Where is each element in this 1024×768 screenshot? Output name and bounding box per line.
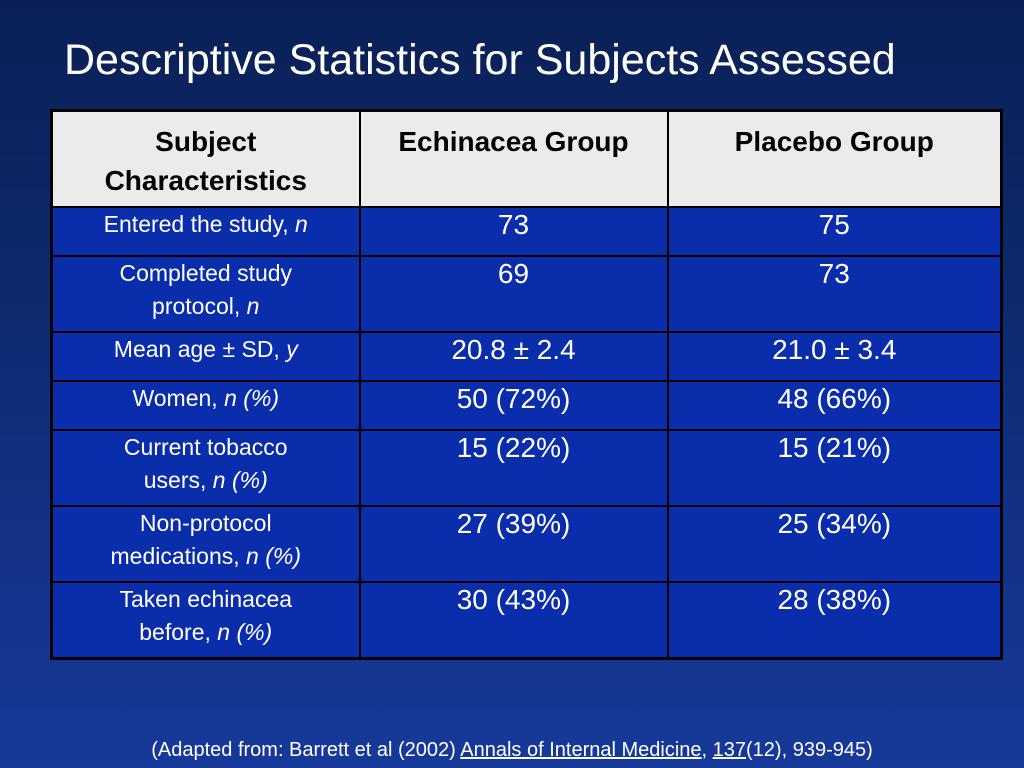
journal-link[interactable]: Annals of Internal Medicine [460,739,702,761]
row-unit: n [295,211,308,237]
table-row: Women, n (%) 50 (72%) 48 (66%) [50,380,1003,431]
column-header-characteristics: Subject Characteristics [50,109,361,208]
citation-prefix: (Adapted from: Barrett et al (2002) [151,739,461,761]
column-header-placebo: Placebo Group [666,109,1003,208]
echinacea-value: 30 (43%) [358,581,669,660]
table-row: Current tobacco users, n (%) 15 (22%) 15… [50,429,1003,507]
column-header-echinacea: Echinacea Group [358,109,669,208]
citation: (Adapted from: Barrett et al (2002) Anna… [0,737,1024,763]
row-label: Taken echinacea before, n (%) [50,581,361,660]
placebo-value: 25 (34%) [666,505,1003,583]
row-label: Non-protocol medications, n (%) [50,505,361,583]
placebo-value: 15 (21%) [666,429,1003,507]
echinacea-value: 73 [358,206,669,257]
row-unit: n (%) [224,385,280,411]
placebo-value: 28 (38%) [666,581,1003,660]
row-label: Completed study protocol, n [50,255,361,333]
table-row: Taken echinacea before, n (%) 30 (43%) 2… [50,581,1003,660]
statistics-table: Subject Characteristics Echinacea Group … [50,109,1003,660]
row-unit: n (%) [246,543,301,569]
echinacea-value: 15 (22%) [358,429,669,507]
echinacea-value: 27 (39%) [358,505,669,583]
citation-suffix: (12), 939-945) [746,739,873,761]
echinacea-value: 69 [358,255,669,333]
table-row: Mean age ± SD, y 20.8 ± 2.4 21.0 ± 3.4 [50,331,1003,382]
row-label: Current tobacco users, n (%) [50,429,361,507]
row-unit: n (%) [212,467,268,493]
row-label: Mean age ± SD, y [50,331,361,382]
citation-separator: , [701,739,713,761]
table-header-row: Subject Characteristics Echinacea Group … [50,109,1003,208]
placebo-value: 75 [666,206,1003,257]
placebo-value: 48 (66%) [666,380,1003,431]
placebo-value: 21.0 ± 3.4 [666,331,1003,382]
volume-link[interactable]: 137 [712,739,747,761]
row-unit: n [246,293,260,319]
placebo-value: 73 [666,255,1003,333]
echinacea-value: 20.8 ± 2.4 [358,331,669,382]
echinacea-value: 50 (72%) [358,380,669,431]
table-row: Non-protocol medications, n (%) 27 (39%)… [50,505,1003,583]
table-row: Entered the study, n 73 75 [50,206,1003,257]
row-unit: y [286,336,298,362]
row-unit: n (%) [217,619,273,645]
slide-title: Descriptive Statistics for Subjects Asse… [64,36,896,84]
row-label: Entered the study, n [50,206,361,257]
table-row: Completed study protocol, n 69 73 [50,255,1003,333]
row-label: Women, n (%) [50,380,361,431]
